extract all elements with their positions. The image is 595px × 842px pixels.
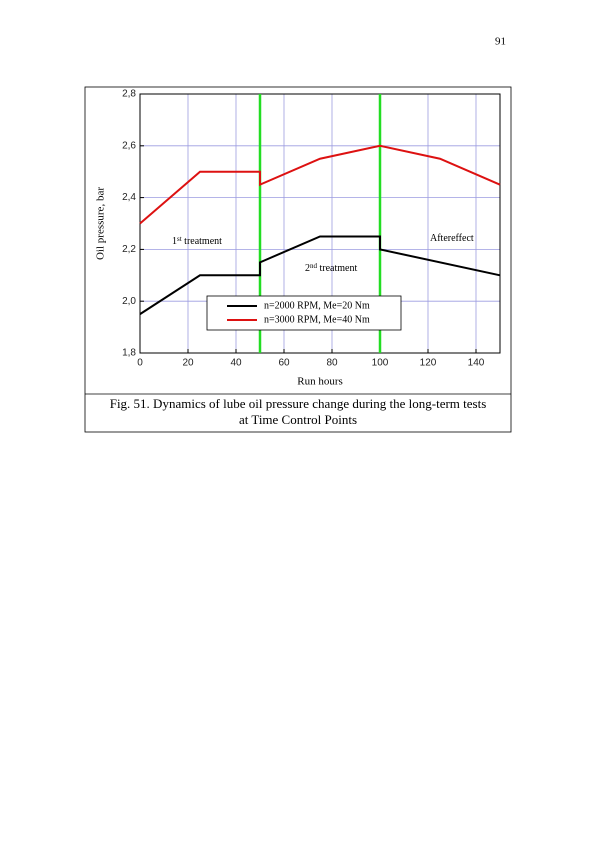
series-line [139, 144, 501, 225]
y-tick-label: 2,8 [122, 89, 136, 100]
y-tick-label: 1,8 [122, 348, 136, 359]
annotation-part: Aftereffect [430, 233, 474, 244]
x-tick-label: 20 [182, 358, 194, 369]
annotation-part: treatment [317, 263, 357, 274]
annotation: 2nd treatment [305, 262, 357, 275]
y-axis-label: Oil pressure, bar [95, 187, 107, 260]
x-tick-label: 0 [137, 358, 143, 369]
page-number: 91 [495, 36, 506, 48]
caption-line: Fig. 51. Dynamics of lube oil pressure c… [110, 396, 487, 411]
y-tick-label: 2,0 [122, 296, 136, 307]
caption-line: at Time Control Points [239, 412, 357, 427]
x-axis-label: Run hours [297, 376, 343, 388]
x-tick-label: 80 [326, 358, 338, 369]
annotation: 1st treatment [172, 235, 222, 248]
y-tick-label: 2,6 [122, 140, 136, 151]
x-tick-label: 140 [468, 358, 485, 369]
annotation-part: nd [310, 262, 318, 270]
x-tick-label: 100 [372, 358, 389, 369]
figure-frame [84, 86, 512, 433]
annotation-part: 1 [172, 236, 177, 247]
annotation-part: treatment [182, 236, 222, 247]
legend-box [206, 295, 402, 331]
x-tick-label: 120 [420, 358, 437, 369]
series-line [139, 235, 501, 315]
legend-label: n=2000 RPM, Me=20 Nm [264, 300, 370, 311]
x-tick-label: 40 [230, 358, 242, 369]
annotation-part: 2 [305, 263, 310, 274]
annotation: Aftereffect [430, 233, 474, 244]
y-tick-label: 2,2 [122, 244, 136, 255]
y-tick-label: 2,4 [122, 192, 136, 203]
legend-label: n=3000 RPM, Me=40 Nm [264, 314, 370, 325]
annotation-part: st [177, 235, 182, 243]
x-tick-label: 60 [278, 358, 290, 369]
